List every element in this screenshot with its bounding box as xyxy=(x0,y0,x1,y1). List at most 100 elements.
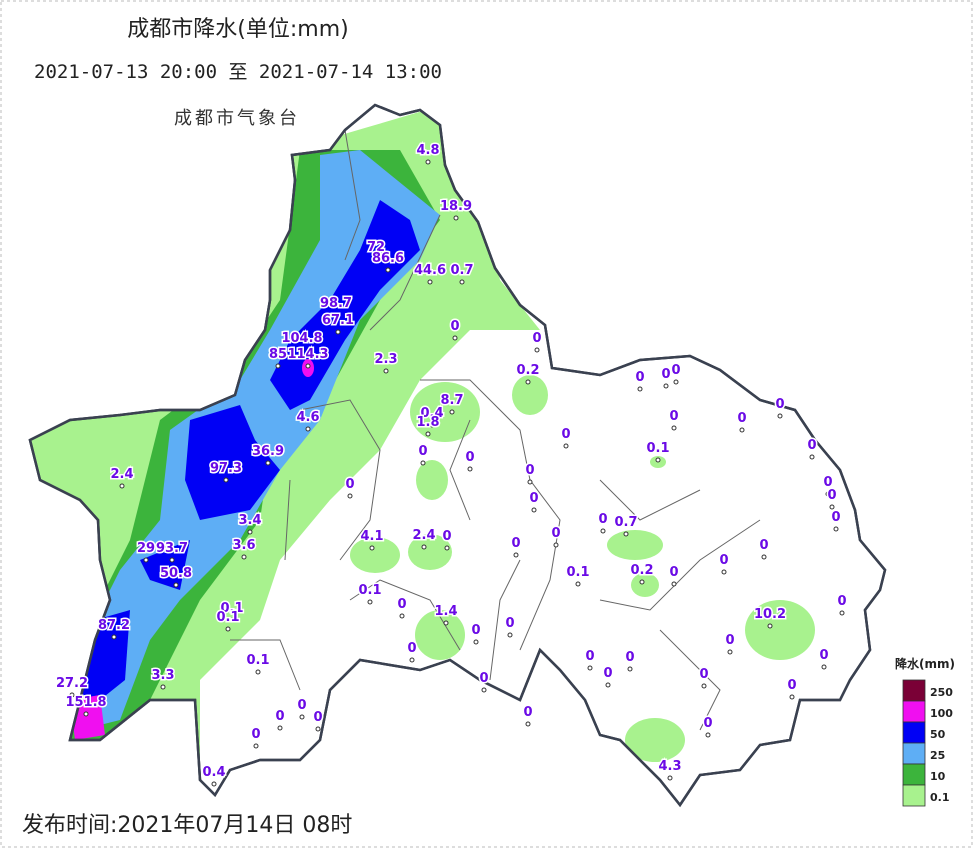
station-dot xyxy=(531,507,537,513)
station-value: 72 xyxy=(367,240,385,255)
city-outline xyxy=(28,103,887,808)
rain-area xyxy=(270,200,420,410)
station-dot xyxy=(429,422,435,428)
station-value: 0 xyxy=(479,671,488,686)
station-dot xyxy=(225,626,231,632)
station-dot xyxy=(409,657,415,663)
station-value: 87.2 xyxy=(98,618,130,633)
station-value: 0 xyxy=(525,463,534,478)
station-dot xyxy=(605,682,611,688)
station-value: 29 xyxy=(137,541,155,556)
station-value: 0.4 xyxy=(202,765,225,780)
station-value: 0 xyxy=(703,716,712,731)
station-dot xyxy=(385,267,391,273)
station-dot xyxy=(69,692,75,698)
station-dot xyxy=(173,582,179,588)
station-value: 0 xyxy=(661,367,670,382)
legend-label: 25 xyxy=(930,749,945,762)
station-dot xyxy=(247,529,253,535)
station-value: 0 xyxy=(719,553,728,568)
rain-area xyxy=(410,382,480,442)
station-dot xyxy=(705,732,711,738)
station-dot xyxy=(111,634,117,640)
legend-swatch xyxy=(902,763,926,786)
station-value: 0 xyxy=(831,510,840,525)
station-dot xyxy=(587,665,593,671)
station-value: 0 xyxy=(759,538,768,553)
station-dot xyxy=(83,711,89,717)
station-dot xyxy=(655,457,661,463)
station-value: 4.8 xyxy=(416,143,439,158)
station-dot xyxy=(777,413,783,419)
station-value: 151.8 xyxy=(65,695,106,710)
station-value: 0 xyxy=(775,397,784,412)
legend-label: 250 xyxy=(930,686,953,699)
station-dot xyxy=(299,347,305,353)
station-value: 3.3 xyxy=(151,668,174,683)
station-dot xyxy=(160,684,166,690)
station-dot xyxy=(553,542,559,548)
station-value: 0 xyxy=(532,331,541,346)
rain-area xyxy=(408,534,452,570)
station-value: 0 xyxy=(827,488,836,503)
rain-area xyxy=(416,460,448,500)
station-dot xyxy=(255,669,261,675)
station-value: 0 xyxy=(669,409,678,424)
station-value: 0 xyxy=(397,597,406,612)
station-value: 0 xyxy=(275,709,284,724)
station-value: 0 xyxy=(529,491,538,506)
station-dot xyxy=(623,531,629,537)
station-value: 2.4 xyxy=(412,528,435,543)
station-dot xyxy=(833,526,839,532)
station-dot xyxy=(305,363,311,369)
station-dot xyxy=(427,279,433,285)
rain-area xyxy=(745,600,815,660)
station-dot xyxy=(637,386,643,392)
station-value: 0 xyxy=(823,475,832,490)
station-value: 114.3 xyxy=(287,347,328,362)
station-value: 2.3 xyxy=(374,352,397,367)
source: 成都市气象台 xyxy=(174,108,300,129)
legend: 降水(mm) 250 100 50 25 10 0.1 xyxy=(895,656,955,807)
station-value: 0 xyxy=(313,710,322,725)
station-dot xyxy=(425,431,431,437)
station-dot xyxy=(211,781,217,787)
station-dot xyxy=(275,363,281,369)
station-value: 0 xyxy=(407,641,416,656)
legend-label: 100 xyxy=(930,707,953,720)
station-value: 0 xyxy=(345,477,354,492)
station-dot xyxy=(443,620,449,626)
station-dot xyxy=(761,554,767,560)
station-value: 0 xyxy=(699,667,708,682)
station-value: 36.9 xyxy=(252,444,284,459)
station-dot xyxy=(809,454,815,460)
station-dot xyxy=(525,379,531,385)
legend-title: 降水(mm) xyxy=(895,656,955,671)
station-dot xyxy=(839,610,845,616)
station-dot xyxy=(333,312,339,318)
station-value: 10.2 xyxy=(754,607,786,622)
station-value: 0.2 xyxy=(516,363,539,378)
station-value: 4.6 xyxy=(296,410,319,425)
station-dot xyxy=(481,687,487,693)
station-value: 0 xyxy=(837,594,846,609)
station-value: 0 xyxy=(787,678,796,693)
station-value: 0 xyxy=(561,427,570,442)
station-value: 0 xyxy=(671,363,680,378)
station-value: 0 xyxy=(297,698,306,713)
legend-label: 10 xyxy=(930,770,946,783)
station-value: 0 xyxy=(819,648,828,663)
station-dot xyxy=(241,554,247,560)
station-dot xyxy=(119,483,125,489)
station-value: 0 xyxy=(598,512,607,527)
station-value: 93.7 xyxy=(156,541,188,556)
station-value: 0 xyxy=(251,727,260,742)
station-value: 85 xyxy=(269,347,287,362)
station-value: 27.2 xyxy=(56,676,88,691)
station-value: 0.2 xyxy=(630,563,653,578)
legend-label: 0.1 xyxy=(930,791,950,804)
station-value: 0.1 xyxy=(246,653,269,668)
station-dot xyxy=(473,639,479,645)
station-value: 0.1 xyxy=(358,583,381,598)
